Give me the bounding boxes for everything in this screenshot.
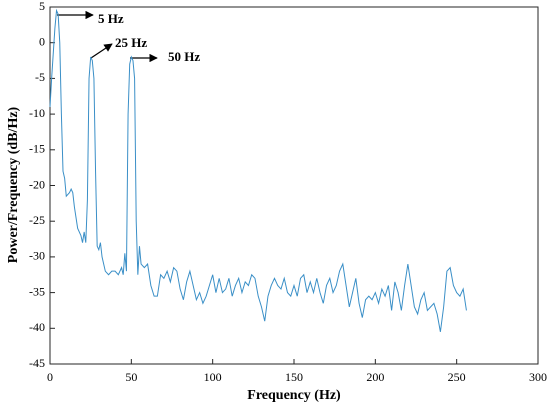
x-tick-label: 300 xyxy=(529,370,547,384)
x-tick-label: 100 xyxy=(204,370,222,384)
x-tick-label: 250 xyxy=(448,370,466,384)
annotation: 5 Hz xyxy=(98,11,124,26)
plot-frame xyxy=(49,6,539,365)
y-tick-label: 5 xyxy=(39,0,45,13)
y-tick-label: -5 xyxy=(35,70,45,84)
y-tick-label: -10 xyxy=(29,106,45,120)
annotation-arrow xyxy=(90,43,113,59)
x-tick-label: 0 xyxy=(47,370,53,384)
x-axis-label: Frequency (Hz) xyxy=(247,388,341,403)
annotation: 50 Hz xyxy=(168,49,200,64)
y-tick-label: -20 xyxy=(29,177,45,191)
x-tick-label: 150 xyxy=(285,370,303,384)
data-line xyxy=(49,8,467,332)
y-tick-label: -45 xyxy=(29,356,45,370)
y-tick-label: -15 xyxy=(29,142,45,156)
x-tick-label: 50 xyxy=(125,370,137,384)
y-tick-label: -25 xyxy=(29,213,45,227)
y-axis-label: Power/Frequency (dB/Hz) xyxy=(6,106,21,263)
y-tick-label: -40 xyxy=(29,320,45,334)
x-tick-label: 200 xyxy=(366,370,384,384)
y-tick-label: -30 xyxy=(29,249,45,263)
y-tick-label: -35 xyxy=(29,284,45,298)
annotation: 25 Hz xyxy=(115,35,147,50)
y-tick-label: 0 xyxy=(39,34,45,48)
